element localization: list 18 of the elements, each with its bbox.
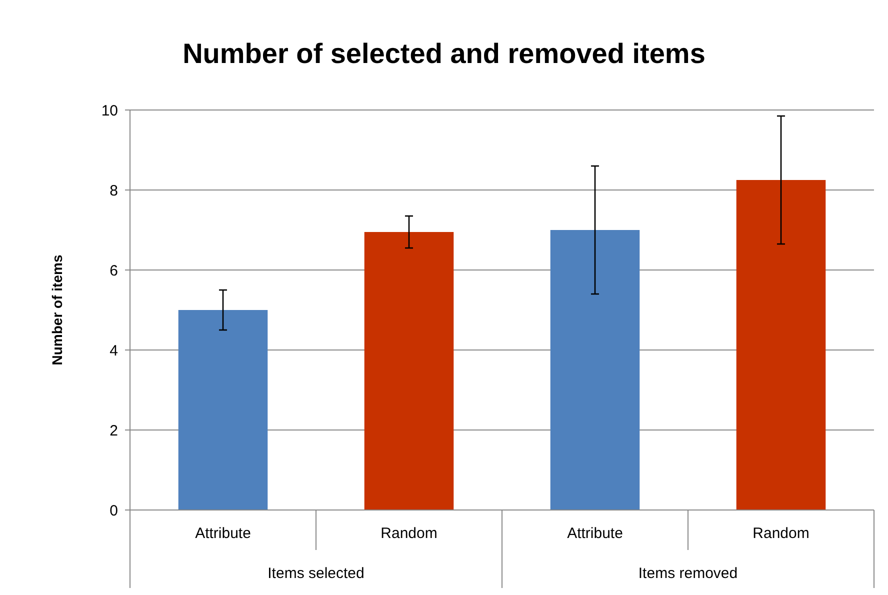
x-tick-label: Attribute xyxy=(567,525,623,542)
bar xyxy=(178,310,268,510)
y-tick-label: 4 xyxy=(110,342,118,360)
y-tick-label: 0 xyxy=(110,502,118,520)
x-tick-label: Attribute xyxy=(195,525,251,542)
y-tick-label: 2 xyxy=(110,422,118,440)
text: Items removed xyxy=(638,565,738,582)
chart-title: Number of selected and removed items xyxy=(182,38,706,69)
y-tick-label: 8 xyxy=(110,182,118,200)
x-tick-label: Random xyxy=(752,525,810,542)
text: Items selected xyxy=(268,565,364,582)
y-tick-label: 6 xyxy=(110,262,118,280)
y-tick-label: 10 xyxy=(101,102,118,120)
bar xyxy=(364,232,454,510)
y-axis-title: Number of items xyxy=(49,254,65,366)
x-tick-label: Random xyxy=(380,525,438,542)
bar xyxy=(736,180,826,510)
bar xyxy=(550,230,640,510)
